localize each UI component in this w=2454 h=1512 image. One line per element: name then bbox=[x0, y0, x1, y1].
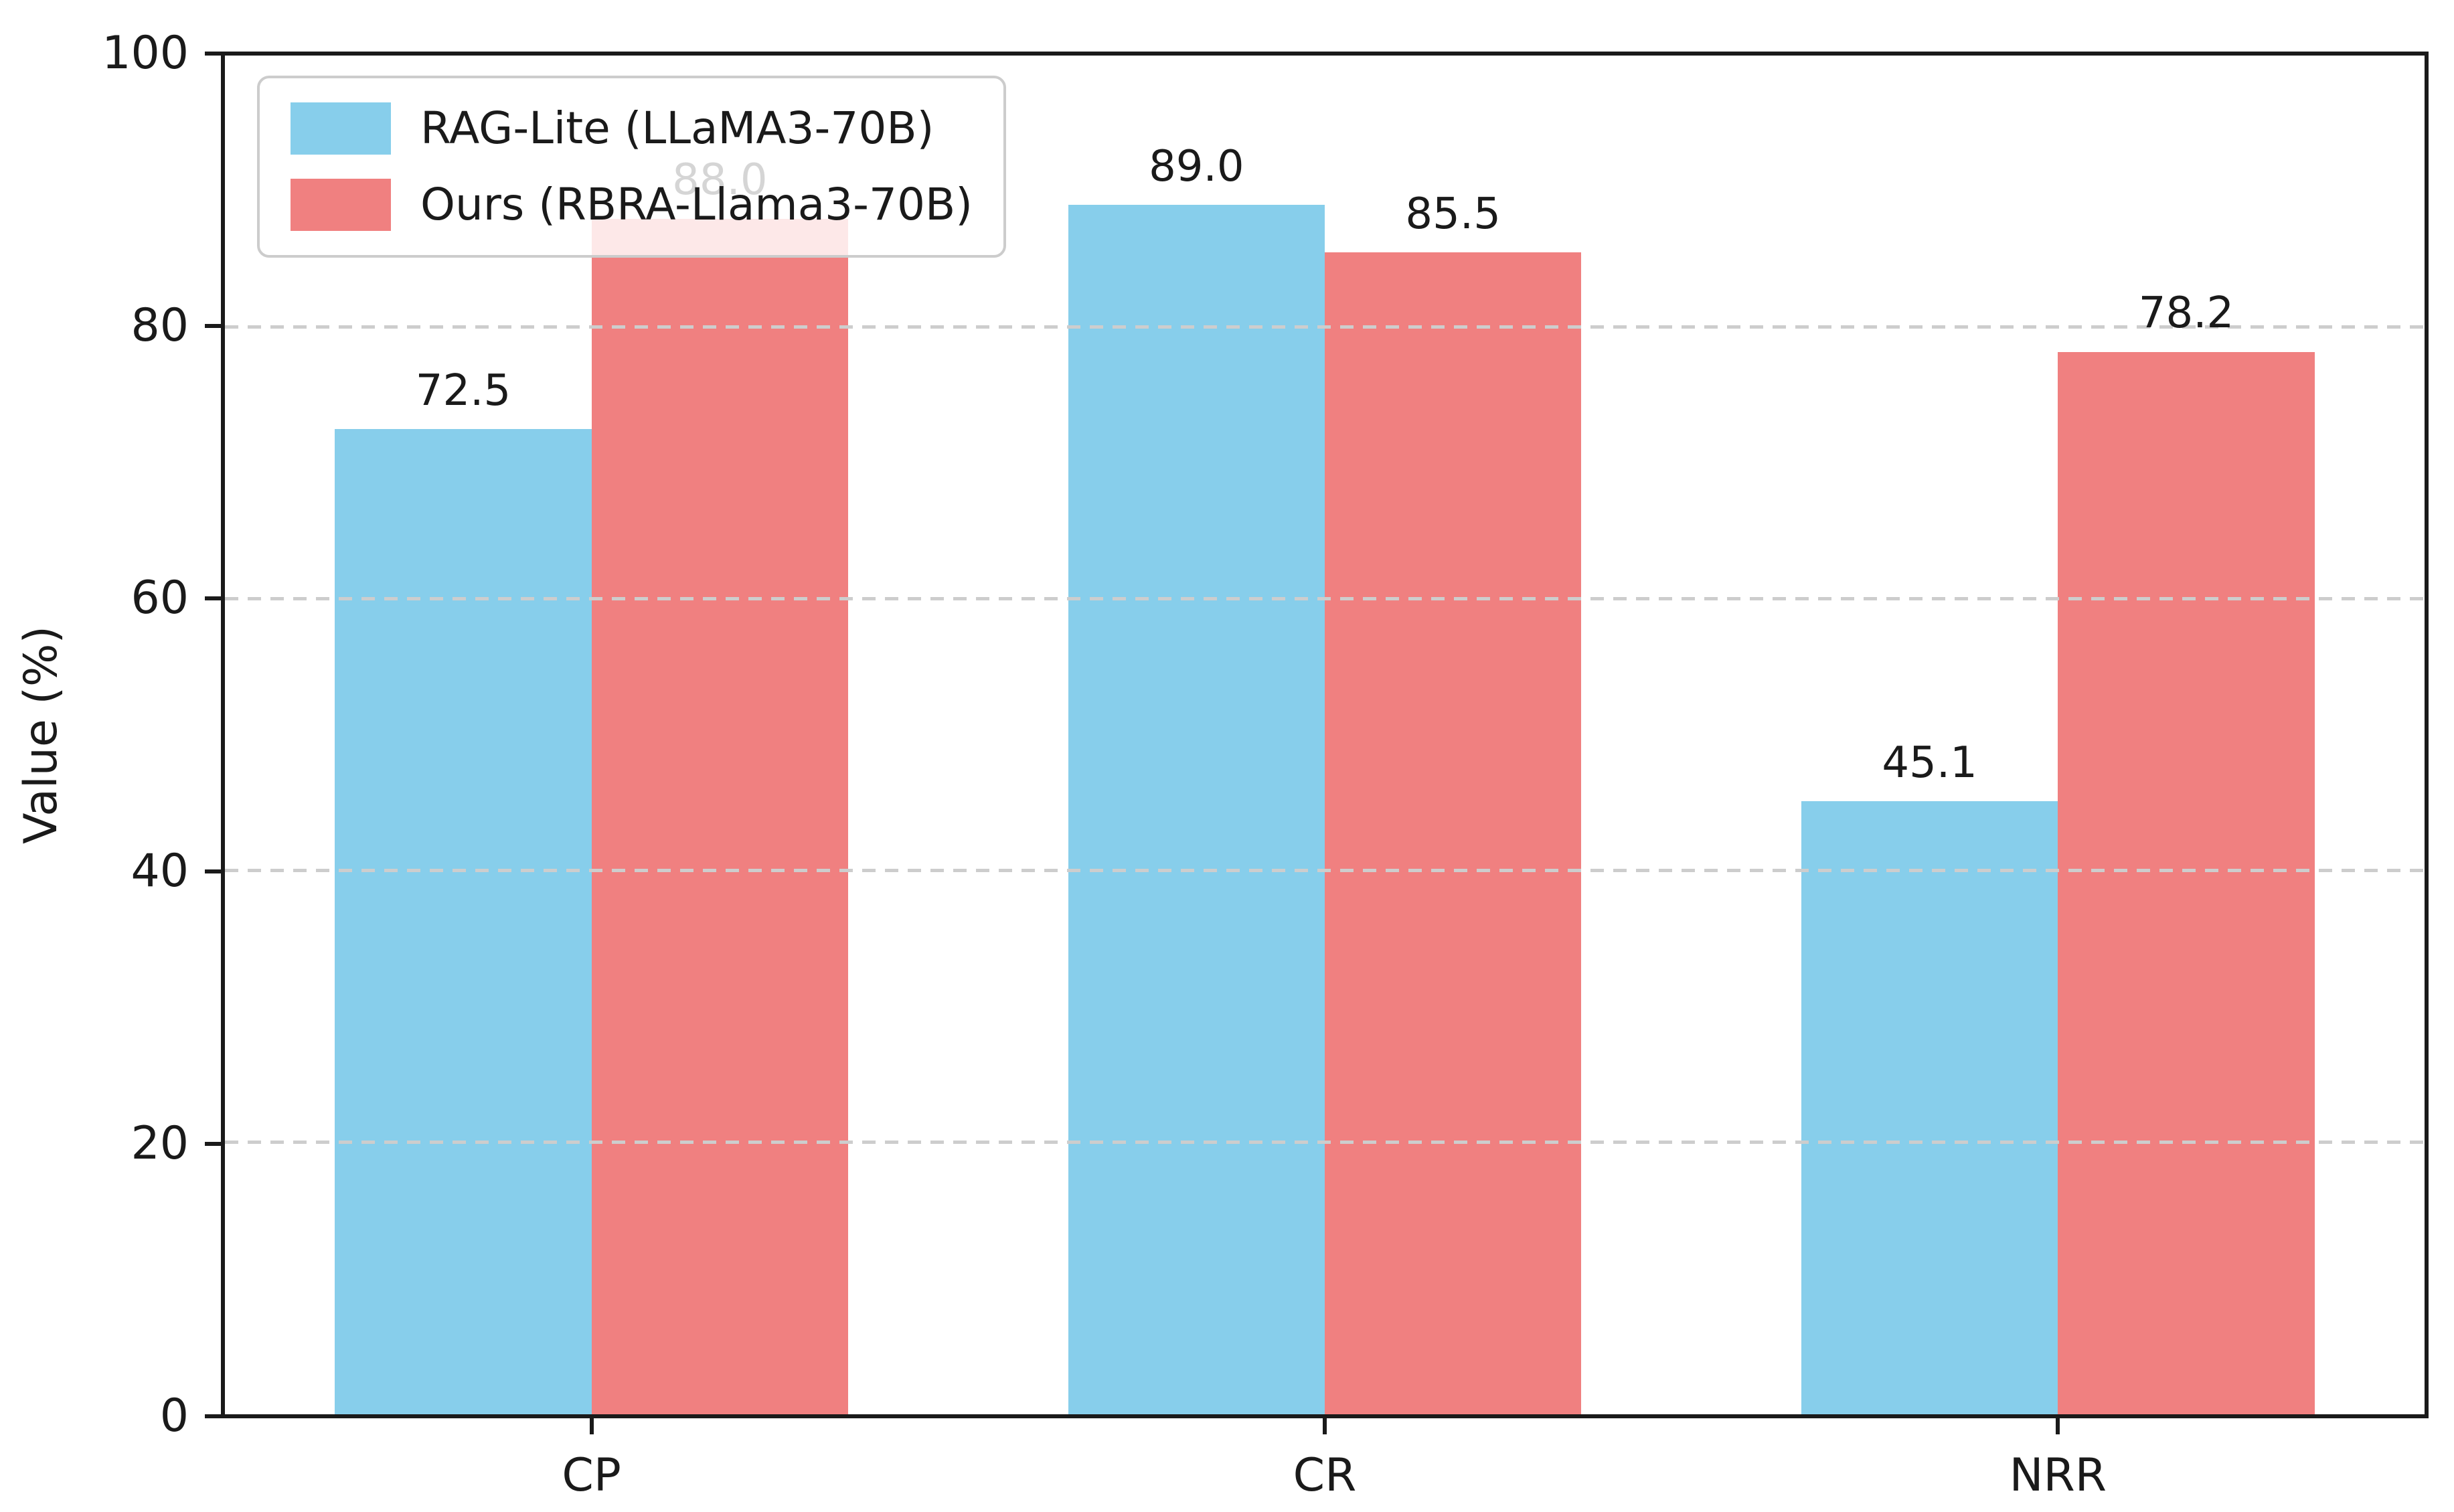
gridline-y80 bbox=[225, 325, 2425, 329]
grid-layer bbox=[225, 56, 2425, 1414]
ytick-label-100: 100 bbox=[102, 27, 189, 80]
plot-area: 72.588.089.085.545.178.2 RAG-Lite (LLaMA… bbox=[221, 52, 2429, 1418]
value-label-cr-series1: 89.0 bbox=[1149, 141, 1244, 191]
legend-label-2: Ours (RBRA-Llama3-70B) bbox=[420, 179, 973, 230]
bar-cr-series1 bbox=[1068, 205, 1325, 1414]
xtick-label-nrr: NRR bbox=[2009, 1449, 2107, 1502]
xtick-mark-cp bbox=[589, 1418, 594, 1434]
legend: RAG-Lite (LLaMA3-70B) Ours (RBRA-Llama3-7… bbox=[257, 76, 1006, 258]
value-label-cp-series1: 72.5 bbox=[415, 365, 511, 416]
ytick-label-0: 0 bbox=[159, 1390, 189, 1442]
bar-cr-series2 bbox=[1325, 252, 1582, 1414]
legend-swatch-1 bbox=[291, 102, 391, 155]
legend-entry-1: RAG-Lite (LLaMA3-70B) bbox=[291, 102, 973, 155]
bar-layer bbox=[225, 56, 2425, 1414]
xtick-label-cp: CP bbox=[562, 1449, 621, 1502]
gridline-y40 bbox=[225, 869, 2425, 872]
value-label-cr-series2: 85.5 bbox=[1405, 189, 1501, 239]
y-axis-label: Value (%) bbox=[15, 625, 68, 845]
bar-nrr-series1 bbox=[1801, 801, 2058, 1414]
ytick-mark-20 bbox=[205, 1141, 221, 1146]
value-label-nrr-series2: 78.2 bbox=[2138, 288, 2234, 339]
value-label-layer: 72.588.089.085.545.178.2 bbox=[225, 56, 2425, 1414]
ytick-label-60: 60 bbox=[131, 572, 189, 625]
xtick-label-cr: CR bbox=[1293, 1449, 1357, 1502]
ytick-label-80: 80 bbox=[131, 299, 189, 353]
gridline-y20 bbox=[225, 1141, 2425, 1144]
value-label-nrr-series1: 45.1 bbox=[1882, 738, 1977, 788]
legend-entry-2: Ours (RBRA-Llama3-70B) bbox=[291, 179, 973, 231]
ytick-mark-60 bbox=[205, 596, 221, 601]
legend-swatch-2 bbox=[291, 179, 391, 231]
ytick-label-40: 40 bbox=[131, 844, 189, 898]
gridline-y60 bbox=[225, 597, 2425, 600]
bar-cp-series1 bbox=[335, 429, 592, 1414]
ytick-mark-0 bbox=[205, 1414, 221, 1418]
bar-nrr-series2 bbox=[2058, 351, 2315, 1414]
ytick-label-20: 20 bbox=[131, 1116, 189, 1170]
bar-cp-series2 bbox=[591, 218, 849, 1414]
xtick-mark-cr bbox=[1323, 1418, 1327, 1434]
legend-label-1: RAG-Lite (LLaMA3-70B) bbox=[420, 102, 934, 154]
xtick-mark-nrr bbox=[2056, 1418, 2060, 1434]
ytick-mark-80 bbox=[205, 324, 221, 329]
ytick-mark-100 bbox=[205, 52, 221, 56]
ytick-mark-40 bbox=[205, 869, 221, 873]
